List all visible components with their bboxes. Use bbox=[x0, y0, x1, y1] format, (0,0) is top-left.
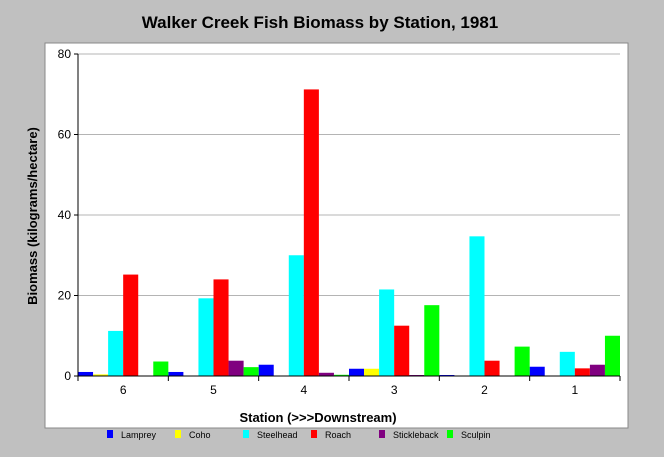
legend: Lamprey Coho Steelhead Roach Stickleback Scul… bbox=[107, 430, 491, 440]
bar-lamprey-station-4 bbox=[258, 364, 274, 376]
axis-layer: 0 20 40 60 80 6 5 4 3 2 1 bbox=[58, 47, 621, 397]
legend-label-lamprey: Lamprey bbox=[121, 430, 157, 440]
bar-roach-station-3 bbox=[394, 325, 410, 376]
bar-sculpin-station-2 bbox=[514, 346, 530, 376]
legend-swatch-lamprey bbox=[107, 430, 113, 438]
bar-coho-station-6 bbox=[93, 374, 109, 376]
bar-stickleback-station-4 bbox=[318, 372, 334, 376]
bar-layer bbox=[78, 89, 620, 377]
bar-coho-station-3 bbox=[364, 368, 380, 376]
bar-lamprey-station-6 bbox=[78, 371, 94, 376]
x-tick-label: 4 bbox=[300, 383, 307, 397]
y-axis-label: Biomass (kilograms/hectare) bbox=[25, 127, 40, 305]
bar-lamprey-station-3 bbox=[349, 368, 365, 376]
grid-layer bbox=[78, 53, 620, 296]
legend-swatch-roach bbox=[311, 430, 317, 438]
x-tick-label: 5 bbox=[210, 383, 217, 397]
legend-label-stickleback: Stickleback bbox=[393, 430, 439, 440]
bar-roach-station-2 bbox=[484, 360, 500, 376]
bar-sculpin-station-3 bbox=[424, 305, 440, 376]
bar-steelhead-station-3 bbox=[379, 289, 395, 376]
bar-steelhead-station-4 bbox=[288, 255, 304, 376]
bar-roach-station-5 bbox=[213, 279, 229, 376]
legend-label-roach: Roach bbox=[325, 430, 351, 440]
bar-roach-station-1 bbox=[574, 368, 590, 376]
x-tick-label: 6 bbox=[120, 383, 127, 397]
bar-steelhead-station-5 bbox=[198, 298, 214, 376]
y-tick-label: 0 bbox=[64, 369, 71, 383]
legend-label-sculpin: Sculpin bbox=[461, 430, 491, 440]
y-tick-label: 60 bbox=[58, 128, 72, 142]
plot-panel bbox=[44, 42, 629, 429]
bar-stickleback-station-1 bbox=[589, 364, 605, 376]
bar-roach-station-4 bbox=[303, 89, 319, 377]
legend-swatch-stickleback bbox=[379, 430, 385, 438]
y-tick-label: 20 bbox=[58, 289, 72, 303]
legend-label-coho: Coho bbox=[189, 430, 211, 440]
bar-sculpin-station-4 bbox=[333, 374, 349, 376]
legend-label-steelhead: Steelhead bbox=[257, 430, 298, 440]
y-tick-label: 40 bbox=[58, 208, 72, 222]
legend-swatch-steelhead bbox=[243, 430, 249, 438]
bar-roach-station-6 bbox=[123, 274, 139, 376]
x-tick-label: 3 bbox=[391, 383, 398, 397]
bar-lamprey-station-1 bbox=[529, 366, 545, 376]
bar-steelhead-station-6 bbox=[108, 330, 124, 376]
chart-title: Walker Creek Fish Biomass by Station, 19… bbox=[142, 13, 499, 32]
y-tick-label: 80 bbox=[58, 47, 72, 61]
bar-sculpin-station-1 bbox=[604, 335, 620, 376]
bar-steelhead-station-2 bbox=[469, 236, 485, 376]
bar-lamprey-station-5 bbox=[168, 371, 184, 376]
x-tick-label: 1 bbox=[571, 383, 578, 397]
legend-swatch-coho bbox=[175, 430, 181, 438]
bar-steelhead-station-1 bbox=[559, 351, 575, 376]
x-axis-label: Station (>>>Downstream) bbox=[239, 410, 396, 425]
legend-swatch-sculpin bbox=[447, 430, 453, 438]
x-tick-label: 2 bbox=[481, 383, 488, 397]
bar-sculpin-station-6 bbox=[153, 361, 169, 376]
bar-sculpin-station-5 bbox=[243, 367, 259, 376]
bar-stickleback-station-5 bbox=[228, 360, 244, 376]
